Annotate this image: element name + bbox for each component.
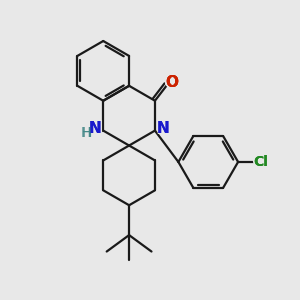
Text: O: O	[165, 75, 178, 90]
Text: Cl: Cl	[253, 155, 268, 169]
Text: H: H	[81, 126, 92, 140]
Text: O: O	[164, 73, 179, 92]
Text: N: N	[87, 119, 103, 138]
Text: O: O	[165, 75, 178, 90]
Text: O: O	[165, 75, 178, 90]
Text: Cl: Cl	[251, 153, 270, 171]
Text: N: N	[157, 121, 170, 136]
Text: O: O	[164, 74, 178, 92]
Text: N: N	[157, 121, 170, 136]
Text: N: N	[88, 121, 101, 136]
Text: N: N	[88, 121, 101, 136]
Text: H: H	[82, 126, 92, 140]
Text: Cl: Cl	[253, 155, 268, 169]
Text: N: N	[155, 119, 171, 138]
